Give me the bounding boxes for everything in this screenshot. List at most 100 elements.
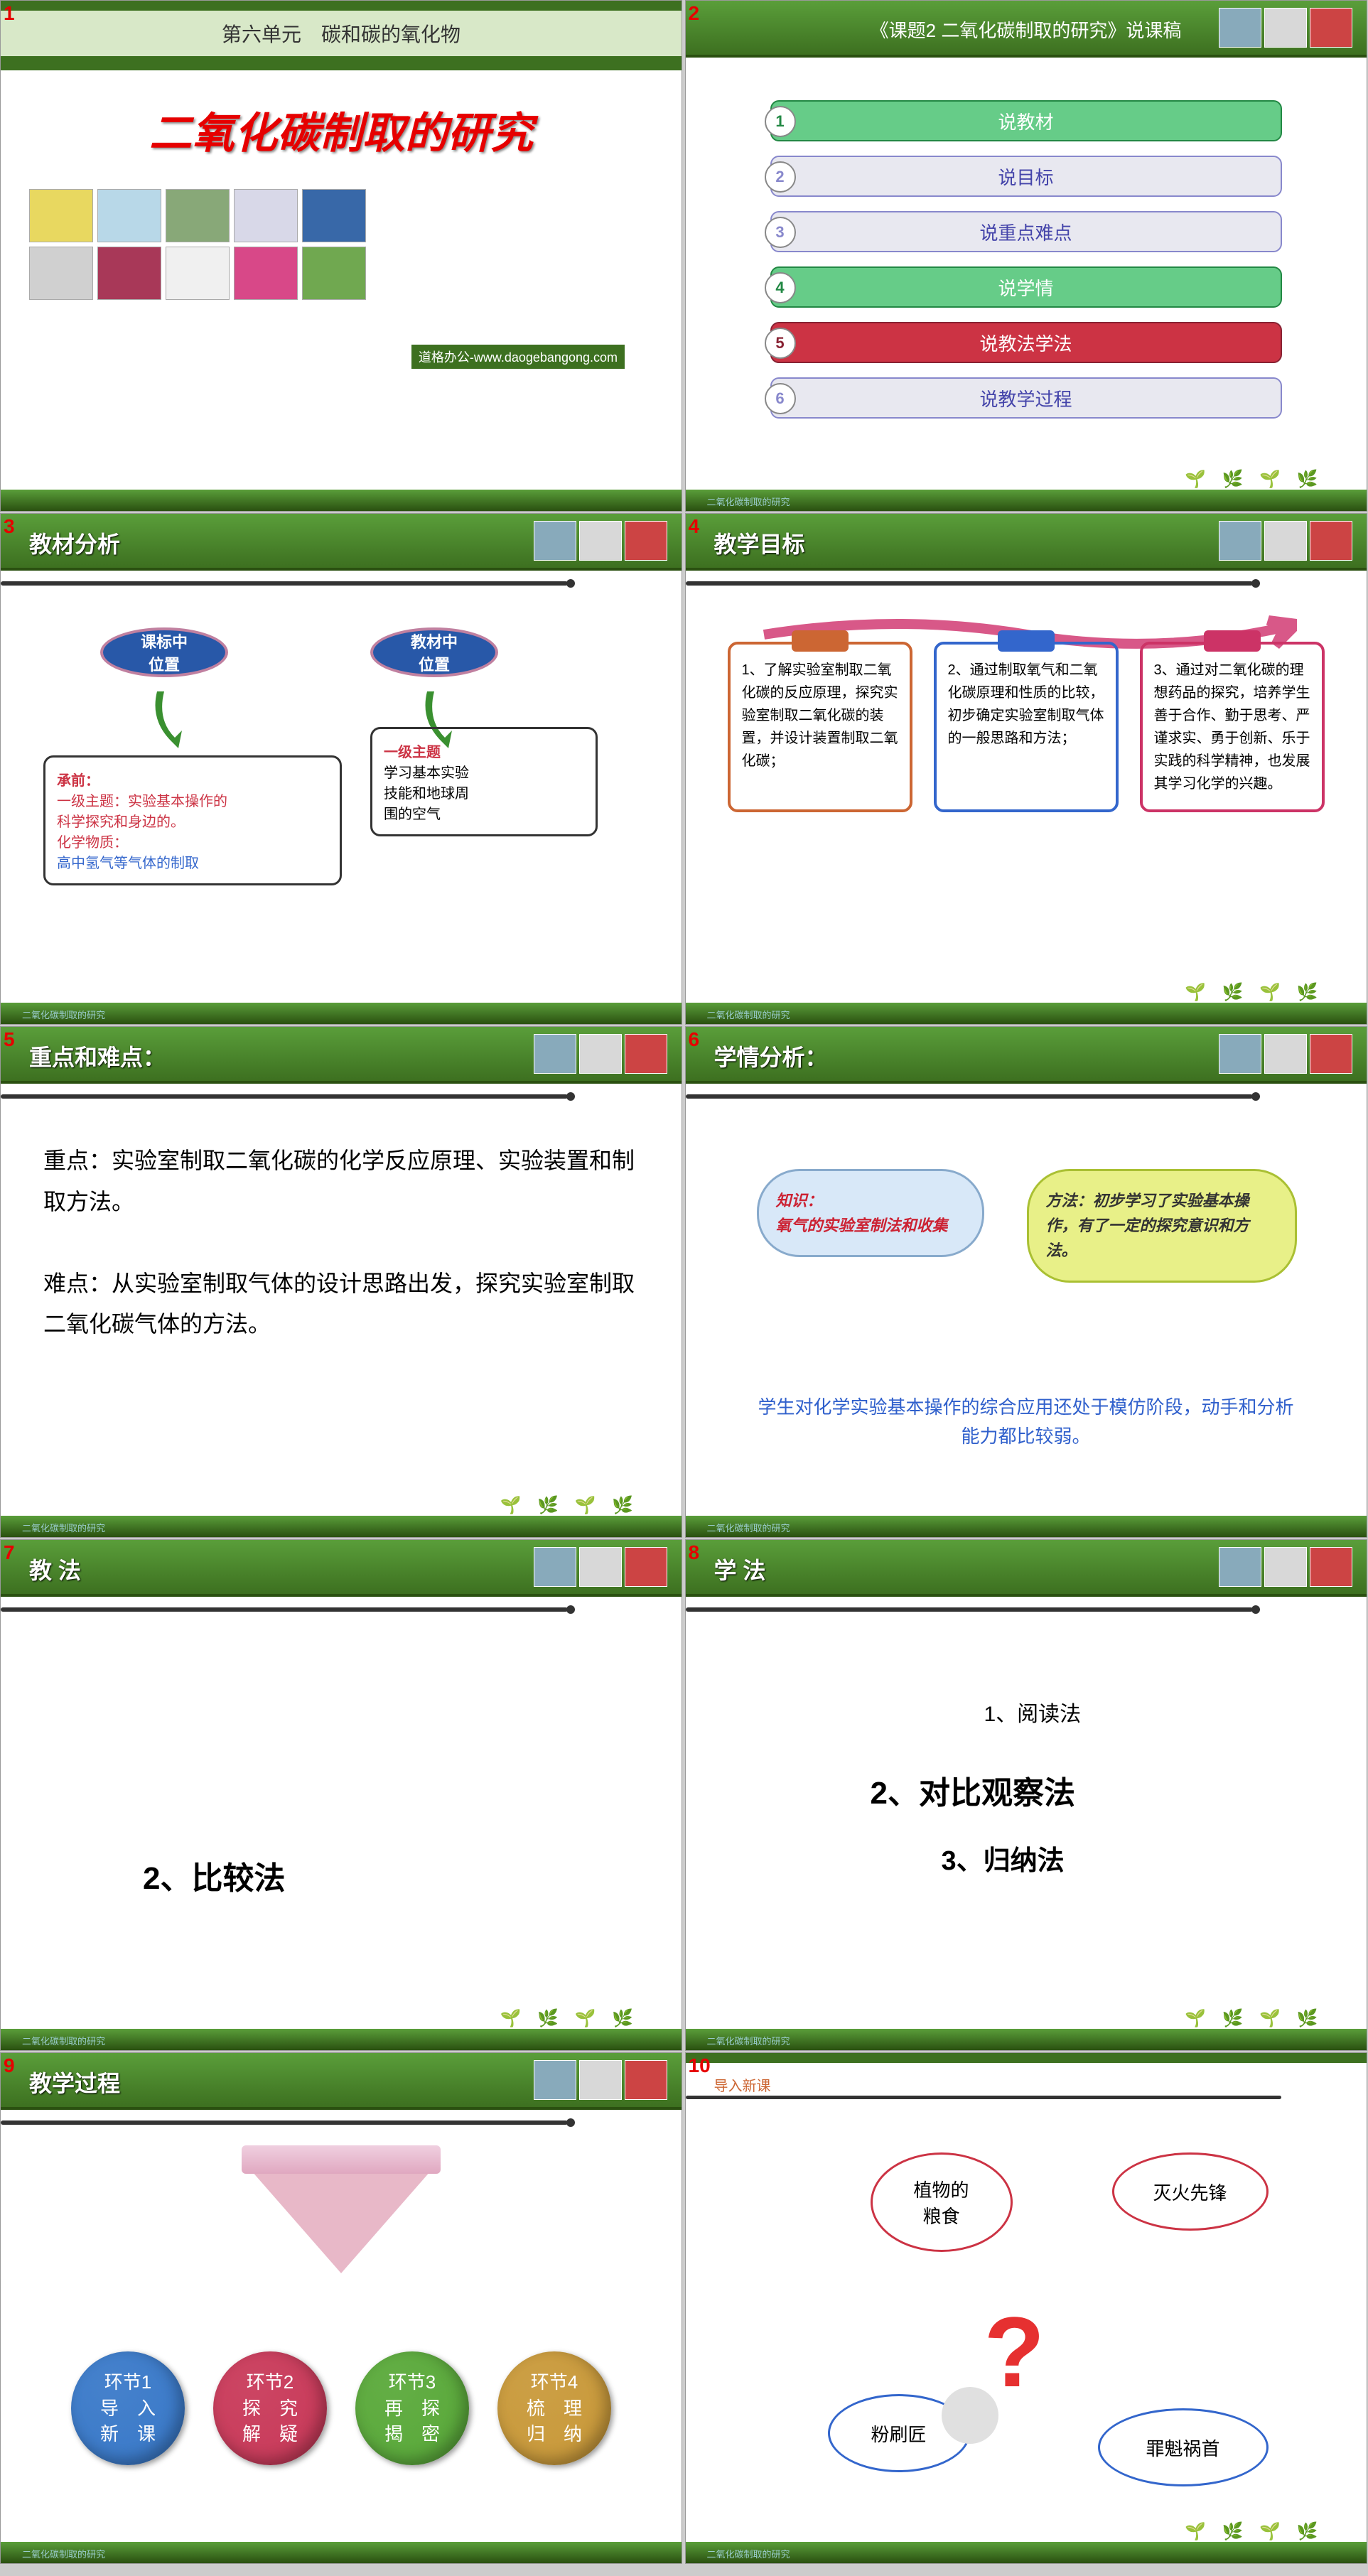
plants-deco: 🌱 🌿 🌱 🌿 [1185, 2008, 1324, 2029]
cloud-2: 方法：初步学习了实验基本操作，有了一定的探究意识和方法。 [1027, 1169, 1297, 1283]
header-title: 教 法 [29, 1553, 81, 1585]
footer-bar: 二氧化碳制取的研究 [686, 1516, 1367, 1537]
thumbnail [29, 189, 93, 242]
method-item: 3、归纳法 [942, 1838, 1065, 1877]
text-line: 技能和地球周 [384, 786, 469, 802]
label: 一级主题 [384, 745, 441, 760]
speech-bubble: 罪魁祸首 [1098, 2408, 1269, 2486]
menu-list: 1说教材 2说目标 3说重点难点 4说学情 5说教法学法 6说教学过程 [770, 100, 1282, 419]
character-icon [942, 2387, 998, 2444]
url-label: 道格办公-www.daogebangong.com [411, 345, 625, 369]
thumbnail [234, 189, 298, 242]
menu-item[interactable]: 3说重点难点 [770, 211, 1282, 252]
clip-icon [792, 630, 849, 652]
stage-body: 导 入 新 课 [100, 2396, 156, 2447]
slide-number: 5 [4, 1028, 15, 1051]
slide-10: 10 导入新课 植物的 粮食灭火先锋粉刷匠罪魁祸首 ? 🌱 🌿 🌱 🌿 二氧化碳… [685, 2052, 1367, 2564]
menu-item[interactable]: 4说学情 [770, 266, 1282, 308]
slide-9: 9 教学过程 环节1导 入 新 课环节2探 究 解 疑环节3再 探 揭 密环节4… [0, 2052, 682, 2564]
header-title: 教学目标 [714, 527, 805, 559]
thumbnail [97, 189, 161, 242]
oval-2: 教材中 位置 [370, 627, 498, 677]
menu-item[interactable]: 5说教法学法 [770, 322, 1282, 363]
method-item: 2、比较法 [143, 1853, 285, 1898]
header-thumbs [534, 2060, 667, 2100]
footer-text: 二氧化碳制取的研究 [707, 1008, 790, 1021]
header: 《课题2 二氧化碳制取的研究》说课稿 [686, 1, 1367, 58]
stage-body: 梳 理 归 纳 [527, 2396, 582, 2447]
stage-body: 再 探 揭 密 [384, 2396, 440, 2447]
text-line: 化学物质： [57, 835, 128, 851]
header-line [686, 2096, 1281, 2099]
thumbnail [29, 247, 93, 300]
slide-4: 4 教学目标 1、了解实验室制取二氧化碳的反应原理，探究实验室制取二氧化碳的装置… [685, 513, 1367, 1025]
menu-item[interactable]: 2说目标 [770, 156, 1282, 197]
thumbnail [302, 247, 366, 300]
header-thumbs [1219, 8, 1352, 48]
slide-2: 2 《课题2 二氧化碳制取的研究》说课稿 1说教材 2说目标 3说重点难点 4说学情 5… [685, 0, 1367, 512]
cloud-title: 知识： [776, 1192, 823, 1209]
text-box-2: 一级主题 学习基本实验 技能和地球周 围的空气 [370, 727, 598, 836]
text-line: 科学探究和身边的。 [57, 814, 185, 830]
header: 教 法 [1, 1540, 682, 1597]
goal-card: 2、通过制取氧气和二氧化碳原理和性质的比较，初步确定实验室制取气体的一般思路和方… [934, 642, 1119, 812]
cloud-1: 知识： 氧气的实验室制法和收集 [757, 1169, 984, 1257]
header-thumbs [1219, 521, 1352, 561]
cloud-text: 方法：初步学习了实验基本操作，有了一定的探究意识和方法。 [1046, 1192, 1249, 1259]
footer-bar: 二氧化碳制取的研究 [686, 490, 1367, 511]
footer-text: 二氧化碳制取的研究 [707, 2547, 790, 2560]
header-line [1, 2120, 568, 2125]
footer-text: 二氧化碳制取的研究 [707, 495, 790, 508]
header-title: 教学过程 [29, 2066, 120, 2098]
note-text: 学生对化学实验基本操作的综合应用还处于模仿阶段，动手和分析能力都比较弱。 [757, 1393, 1296, 1452]
body-text: 重点：实验室制取二氧化碳的化学反应原理、实验装置和制取方法。 难点：从实验室制取… [1, 1084, 682, 1402]
item-label: 说目标 [998, 163, 1053, 190]
goal-card: 1、了解实验室制取二氧化碳的反应原理，探究实验室制取二氧化碳的装置，并设计装置制… [728, 642, 912, 812]
footer-bar: 二氧化碳制取的研究 [1, 1516, 682, 1537]
stage-circle: 环节1导 入 新 课 [71, 2351, 185, 2465]
slide-number: 1 [4, 2, 15, 25]
stage-circle: 环节3再 探 揭 密 [355, 2351, 469, 2465]
item-number: 3 [765, 217, 796, 248]
slide-7: 7 教 法 2、比较法 🌱 🌿 🌱 🌿 二氧化碳制取的研究 [0, 1539, 682, 2051]
header-title: 重点和难点： [29, 1040, 166, 1072]
top-bar [686, 2053, 1367, 2063]
item-number: 6 [765, 383, 796, 414]
down-arrow-icon [242, 2160, 441, 2273]
header-thumbs [1219, 1034, 1352, 1074]
green-bar [1, 56, 682, 70]
menu-item[interactable]: 1说教材 [770, 100, 1282, 141]
slide-1: 1 第六单元 碳和碳的氧化物 二氧化碳制取的研究 道格办公-www.daogeb… [0, 0, 682, 512]
item-label: 说教材 [998, 108, 1053, 134]
header-title: 教材分析 [29, 527, 120, 559]
header: 学情分析： [686, 1027, 1367, 1084]
slide-number: 6 [689, 1028, 700, 1051]
item-number: 4 [765, 272, 796, 303]
card-text: 2、通过制取氧气和二氧化碳原理和性质的比较，初步确定实验室制取气体的一般思路和方… [948, 662, 1104, 746]
unit-label: 第六单元 碳和碳的氧化物 [1, 11, 682, 56]
footer-text: 二氧化碳制取的研究 [707, 1521, 790, 1534]
slide-number: 10 [689, 2054, 711, 2077]
slide-number: 7 [4, 1541, 15, 1564]
slide-5: 5 重点和难点： 重点：实验室制取二氧化碳的化学反应原理、实验装置和制取方法。 … [0, 1026, 682, 1538]
footer-bar: 二氧化碳制取的研究 [1, 2029, 682, 2050]
plants-deco: 🌱 🌿 🌱 🌿 [1185, 2521, 1324, 2542]
header: 重点和难点： [1, 1027, 682, 1084]
header-line [686, 1607, 1253, 1612]
footer-text: 二氧化碳制取的研究 [22, 1008, 105, 1021]
header-thumbs [534, 1547, 667, 1587]
header-line [686, 581, 1253, 586]
footer-bar [1, 490, 682, 511]
slide-number: 8 [689, 1541, 700, 1564]
menu-item[interactable]: 6说教学过程 [770, 377, 1282, 419]
card-text: 1、了解实验室制取二氧化碳的反应原理，探究实验室制取二氧化碳的装置，并设计装置制… [742, 662, 898, 769]
stage-title: 环节2 [247, 2369, 293, 2395]
item-label: 说教学过程 [979, 385, 1072, 411]
footer-bar: 二氧化碳制取的研究 [686, 1003, 1367, 1024]
item-number: 2 [765, 161, 796, 193]
header-line [1, 581, 568, 586]
header-line [1, 1094, 568, 1099]
footer-text: 二氧化碳制取的研究 [22, 1521, 105, 1534]
slide-3: 3 教材分析 课标中 位置 教材中 位置 承前： 一级主题：实验基本操作的 科学… [0, 513, 682, 1025]
slide-number: 3 [4, 515, 15, 538]
